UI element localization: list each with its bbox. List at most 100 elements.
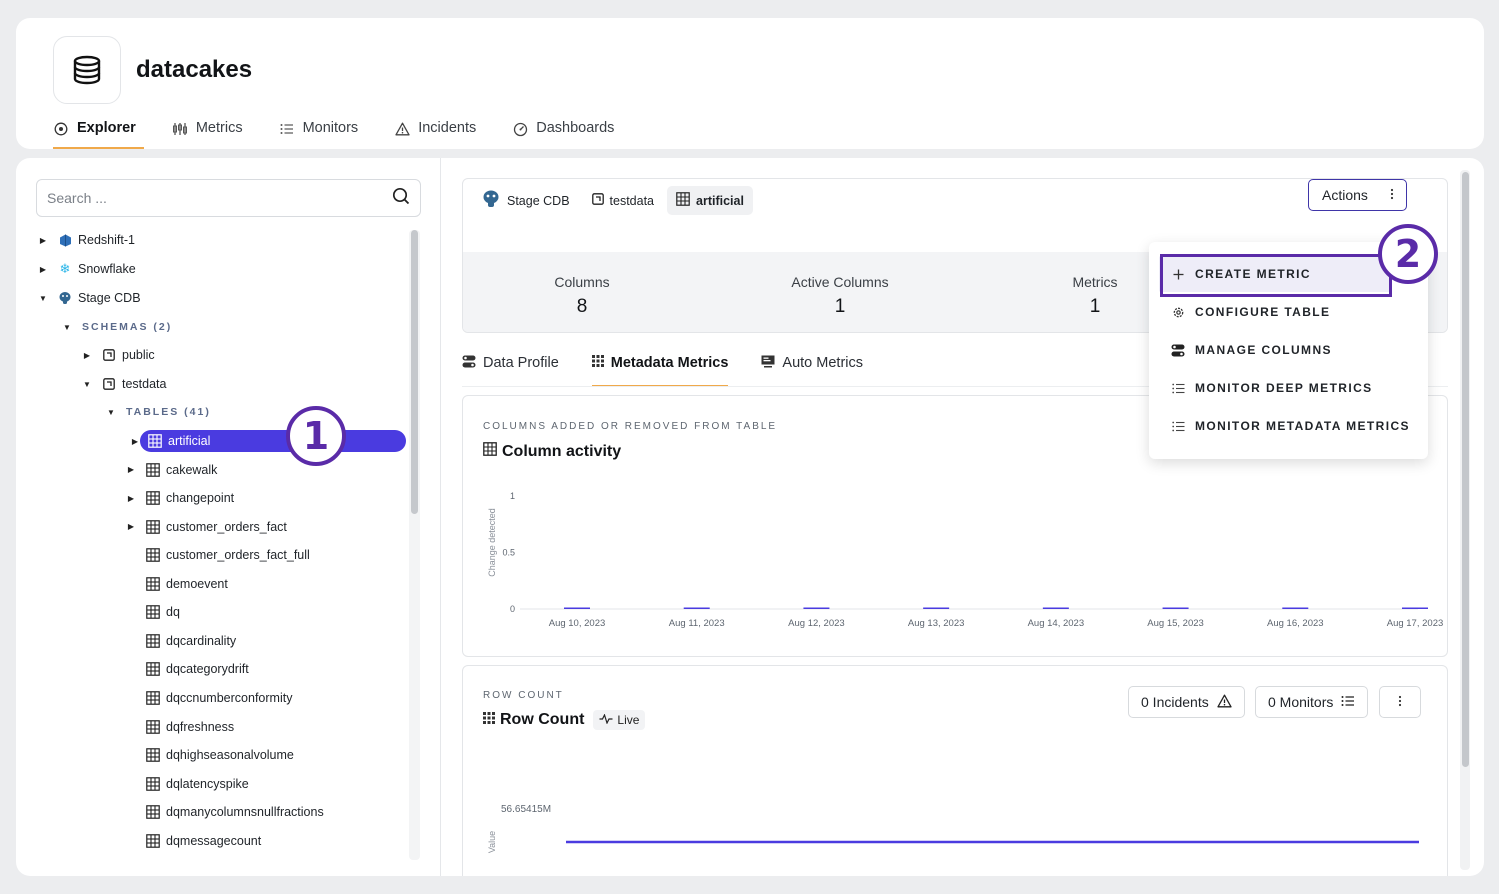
tree-item-table[interactable]: ▶dqmanycolumnsnullfractions [126, 801, 324, 823]
tab-data-profile[interactable]: Data Profile [462, 343, 559, 387]
postgres-icon [58, 291, 72, 305]
tree-item-table[interactable]: ▶ customer_orders_fact [126, 516, 287, 538]
stat-value: 1 [1089, 296, 1101, 317]
menu-item-create-metric[interactable]: CREATE METRIC [1159, 256, 1390, 292]
list-icon [1171, 381, 1185, 395]
x-tick-label: Aug 12, 2023 [788, 618, 845, 629]
menu-item-monitor-deep-metrics[interactable]: MONITOR DEEP METRICS [1171, 381, 1373, 395]
caret-right-icon[interactable]: ▶ [127, 465, 135, 475]
tables-label: TABLES (41) [126, 406, 211, 418]
gear-icon [1171, 305, 1185, 319]
tab-label: Data Profile [483, 355, 559, 371]
table-icon [146, 605, 160, 620]
search-box[interactable] [36, 179, 421, 217]
nav-label: Explorer [77, 120, 136, 136]
tree-item-table[interactable]: ▶customer_orders_fact_full [126, 544, 310, 566]
tree-section-tables[interactable]: ▼ TABLES (41) [106, 401, 211, 423]
main-nav: Explorer Metrics Monitors Incidents Dash… [53, 118, 650, 149]
table-icon [146, 805, 160, 819]
menu-item-configure-table[interactable]: CONFIGURE TABLE [1171, 305, 1330, 319]
incidents-button[interactable]: 0 Incidents [1128, 686, 1245, 718]
tree-item-table[interactable]: ▶dqmessagecount [126, 830, 261, 852]
nav-dashboards[interactable]: Dashboards [512, 118, 614, 149]
caret-down-icon[interactable]: ▼ [39, 293, 47, 303]
tree-section-schemas[interactable]: ▼ SCHEMAS (2) [62, 316, 172, 338]
caret-right-icon[interactable]: ▶ [83, 350, 91, 360]
schema-icon [591, 193, 604, 208]
caret-down-icon[interactable]: ▼ [83, 379, 91, 389]
tree-scrollbar[interactable] [411, 230, 418, 514]
panel-scrollbar[interactable] [1462, 172, 1469, 767]
tree-item-stage-cdb[interactable]: ▼ Stage CDB [38, 287, 141, 309]
warning-icon [1217, 694, 1232, 711]
search-icon[interactable] [392, 187, 410, 210]
postgres-icon [481, 189, 501, 212]
tree-scroll-track[interactable] [409, 230, 420, 860]
explorer-tree: ▶ Redshift-1 ▶ ❄ Snowflake ▼ Stage CDB ▼ [16, 228, 421, 858]
toggle-icon [462, 355, 476, 372]
x-tick-label: Aug 15, 2023 [1147, 618, 1204, 629]
tree-item-table[interactable]: ▶demoevent [126, 573, 228, 595]
monitors-label: 0 Monitors [1268, 694, 1334, 710]
tree-label: dqcardinality [166, 633, 237, 648]
tree-item-table[interactable]: ▶dqcategorydrift [126, 658, 249, 680]
tree-label: Snowflake [78, 262, 136, 276]
tab-auto-metrics[interactable]: Auto Metrics [761, 343, 863, 387]
tree-item-table[interactable]: ▶ changepoint [126, 487, 234, 509]
caret-right-icon[interactable]: ▶ [39, 264, 47, 274]
caret-down-icon[interactable]: ▼ [107, 407, 115, 417]
search-input[interactable] [47, 190, 392, 206]
card-title: Row Count Live [483, 710, 646, 730]
stat-value: 1 [834, 296, 846, 317]
table-icon [146, 548, 160, 562]
monitors-button[interactable]: 0 Monitors [1255, 686, 1369, 718]
tab-metadata-metrics[interactable]: Metadata Metrics [591, 343, 729, 387]
actions-button[interactable]: Actions [1308, 179, 1407, 211]
row-count-more-button[interactable] [1379, 686, 1421, 718]
y-axis-label: Value [487, 831, 497, 853]
nav-metrics[interactable]: Metrics [172, 118, 243, 149]
tree-item-redshift[interactable]: ▶ Redshift-1 [38, 229, 135, 251]
tree-item-table[interactable]: ▶dqcardinality [126, 630, 236, 652]
breadcrumb-label: Stage CDB [507, 193, 570, 208]
nav-explorer[interactable]: Explorer [53, 118, 144, 149]
tab-label: Metadata Metrics [610, 355, 729, 371]
table-icon [146, 662, 160, 677]
tree-label: public [122, 348, 155, 362]
tree-label: dqfreshness [166, 719, 235, 734]
tree-item-table[interactable]: ▶dqccnumberconformity [126, 687, 292, 709]
bar [923, 607, 950, 609]
tree-item-table[interactable]: ▶ artificial [132, 430, 406, 452]
bar [1162, 607, 1189, 609]
tree-item-table[interactable]: ▶dqfreshness [126, 716, 234, 738]
breadcrumb-schema[interactable]: testdata [583, 187, 663, 214]
caret-down-icon[interactable]: ▼ [63, 322, 71, 332]
tree-item-table[interactable]: ▶dqhighseasonalvolume [126, 744, 294, 766]
tree-item-table[interactable]: ▶dq [126, 601, 180, 623]
tree-label: dqhighseasonalvolume [166, 748, 294, 763]
breadcrumb: Stage CDB testdata artificial [472, 183, 753, 218]
caret-right-icon[interactable]: ▶ [127, 493, 135, 503]
tree-label: testdata [122, 377, 167, 391]
detail-tabs: Data Profile Metadata Metrics Auto Metri… [462, 343, 896, 387]
caret-right-icon[interactable]: ▶ [127, 522, 135, 532]
app-logo[interactable] [53, 36, 121, 104]
tree-label: dqcategorydrift [166, 662, 249, 677]
breadcrumb-source[interactable]: Stage CDB [472, 183, 579, 218]
tree-item-table[interactable]: ▶dqlatencyspike [126, 773, 249, 795]
tree-item-schema-testdata[interactable]: ▼ testdata [82, 373, 166, 395]
bar [1402, 607, 1428, 609]
tree-item-table[interactable]: ▶ cakewalk [126, 459, 218, 481]
nav-incidents[interactable]: Incidents [394, 118, 476, 149]
nav-monitors[interactable]: Monitors [279, 118, 358, 149]
tree-label: customer_orders_fact [166, 519, 287, 534]
caret-right-icon[interactable]: ▶ [39, 235, 47, 245]
tree-label: Stage CDB [78, 291, 141, 305]
tree-item-snowflake[interactable]: ▶ ❄ Snowflake [38, 258, 136, 280]
menu-item-monitor-metadata-metrics[interactable]: MONITOR METADATA METRICS [1171, 419, 1410, 433]
menu-item-manage-columns[interactable]: MANAGE COLUMNS [1171, 343, 1332, 357]
caret-right-icon[interactable]: ▶ [131, 436, 139, 446]
more-vertical-icon [1390, 187, 1394, 203]
tree-item-schema-public[interactable]: ▶ public [82, 344, 155, 366]
breadcrumb-table[interactable]: artificial [667, 186, 753, 215]
